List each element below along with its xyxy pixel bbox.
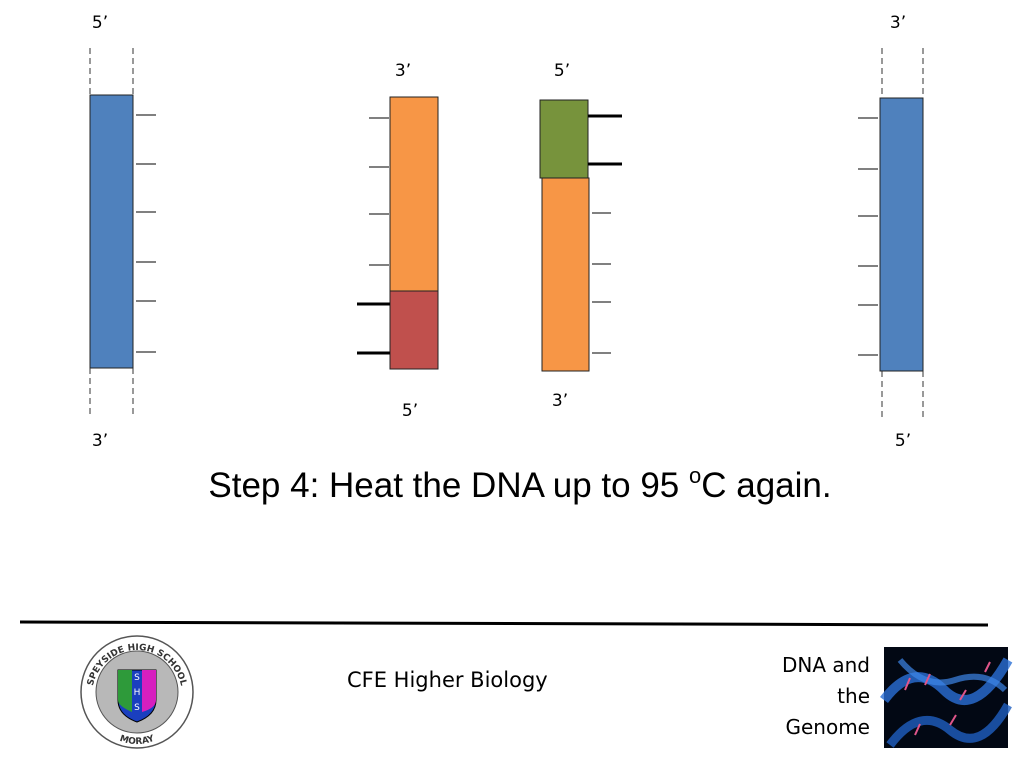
course-title: CFE Higher Biology (347, 668, 548, 692)
caption-text: Step 4: Heat the DNA up to 95 (208, 466, 689, 505)
strand-end: 5’ (554, 61, 570, 81)
topic-line: Genome (785, 715, 870, 739)
logo-letter: S (134, 703, 140, 713)
caption-text: C again. (701, 466, 832, 505)
strand-end: 5’ (402, 401, 418, 421)
strand-end: 3’ (395, 61, 411, 81)
school-logo: SPEYSIDE HIGH SCHOOL MORAY S H S (80, 635, 194, 749)
strand (389, 96, 439, 292)
strand-end: 3’ (890, 13, 906, 33)
strand (541, 177, 590, 372)
topic-line: DNA and (781, 653, 870, 677)
logo-letter: H (134, 688, 141, 698)
strand-end: 3’ (552, 391, 568, 411)
dna-image (880, 647, 1013, 748)
strand-end: 5’ (92, 13, 108, 33)
strand (879, 97, 924, 372)
caption-superscript: o (688, 463, 702, 488)
strand-end: 3’ (92, 431, 108, 451)
strand (89, 94, 134, 369)
divider (19, 620, 989, 627)
topic: DNA and the Genome (782, 650, 870, 743)
topic-line: the (837, 684, 870, 708)
caption: Step 4: Heat the DNA up to 95 oC again. (0, 463, 1024, 506)
primer (389, 290, 439, 370)
strand-end: 5’ (895, 431, 911, 451)
logo-letter: S (134, 673, 140, 683)
primer (539, 99, 589, 179)
